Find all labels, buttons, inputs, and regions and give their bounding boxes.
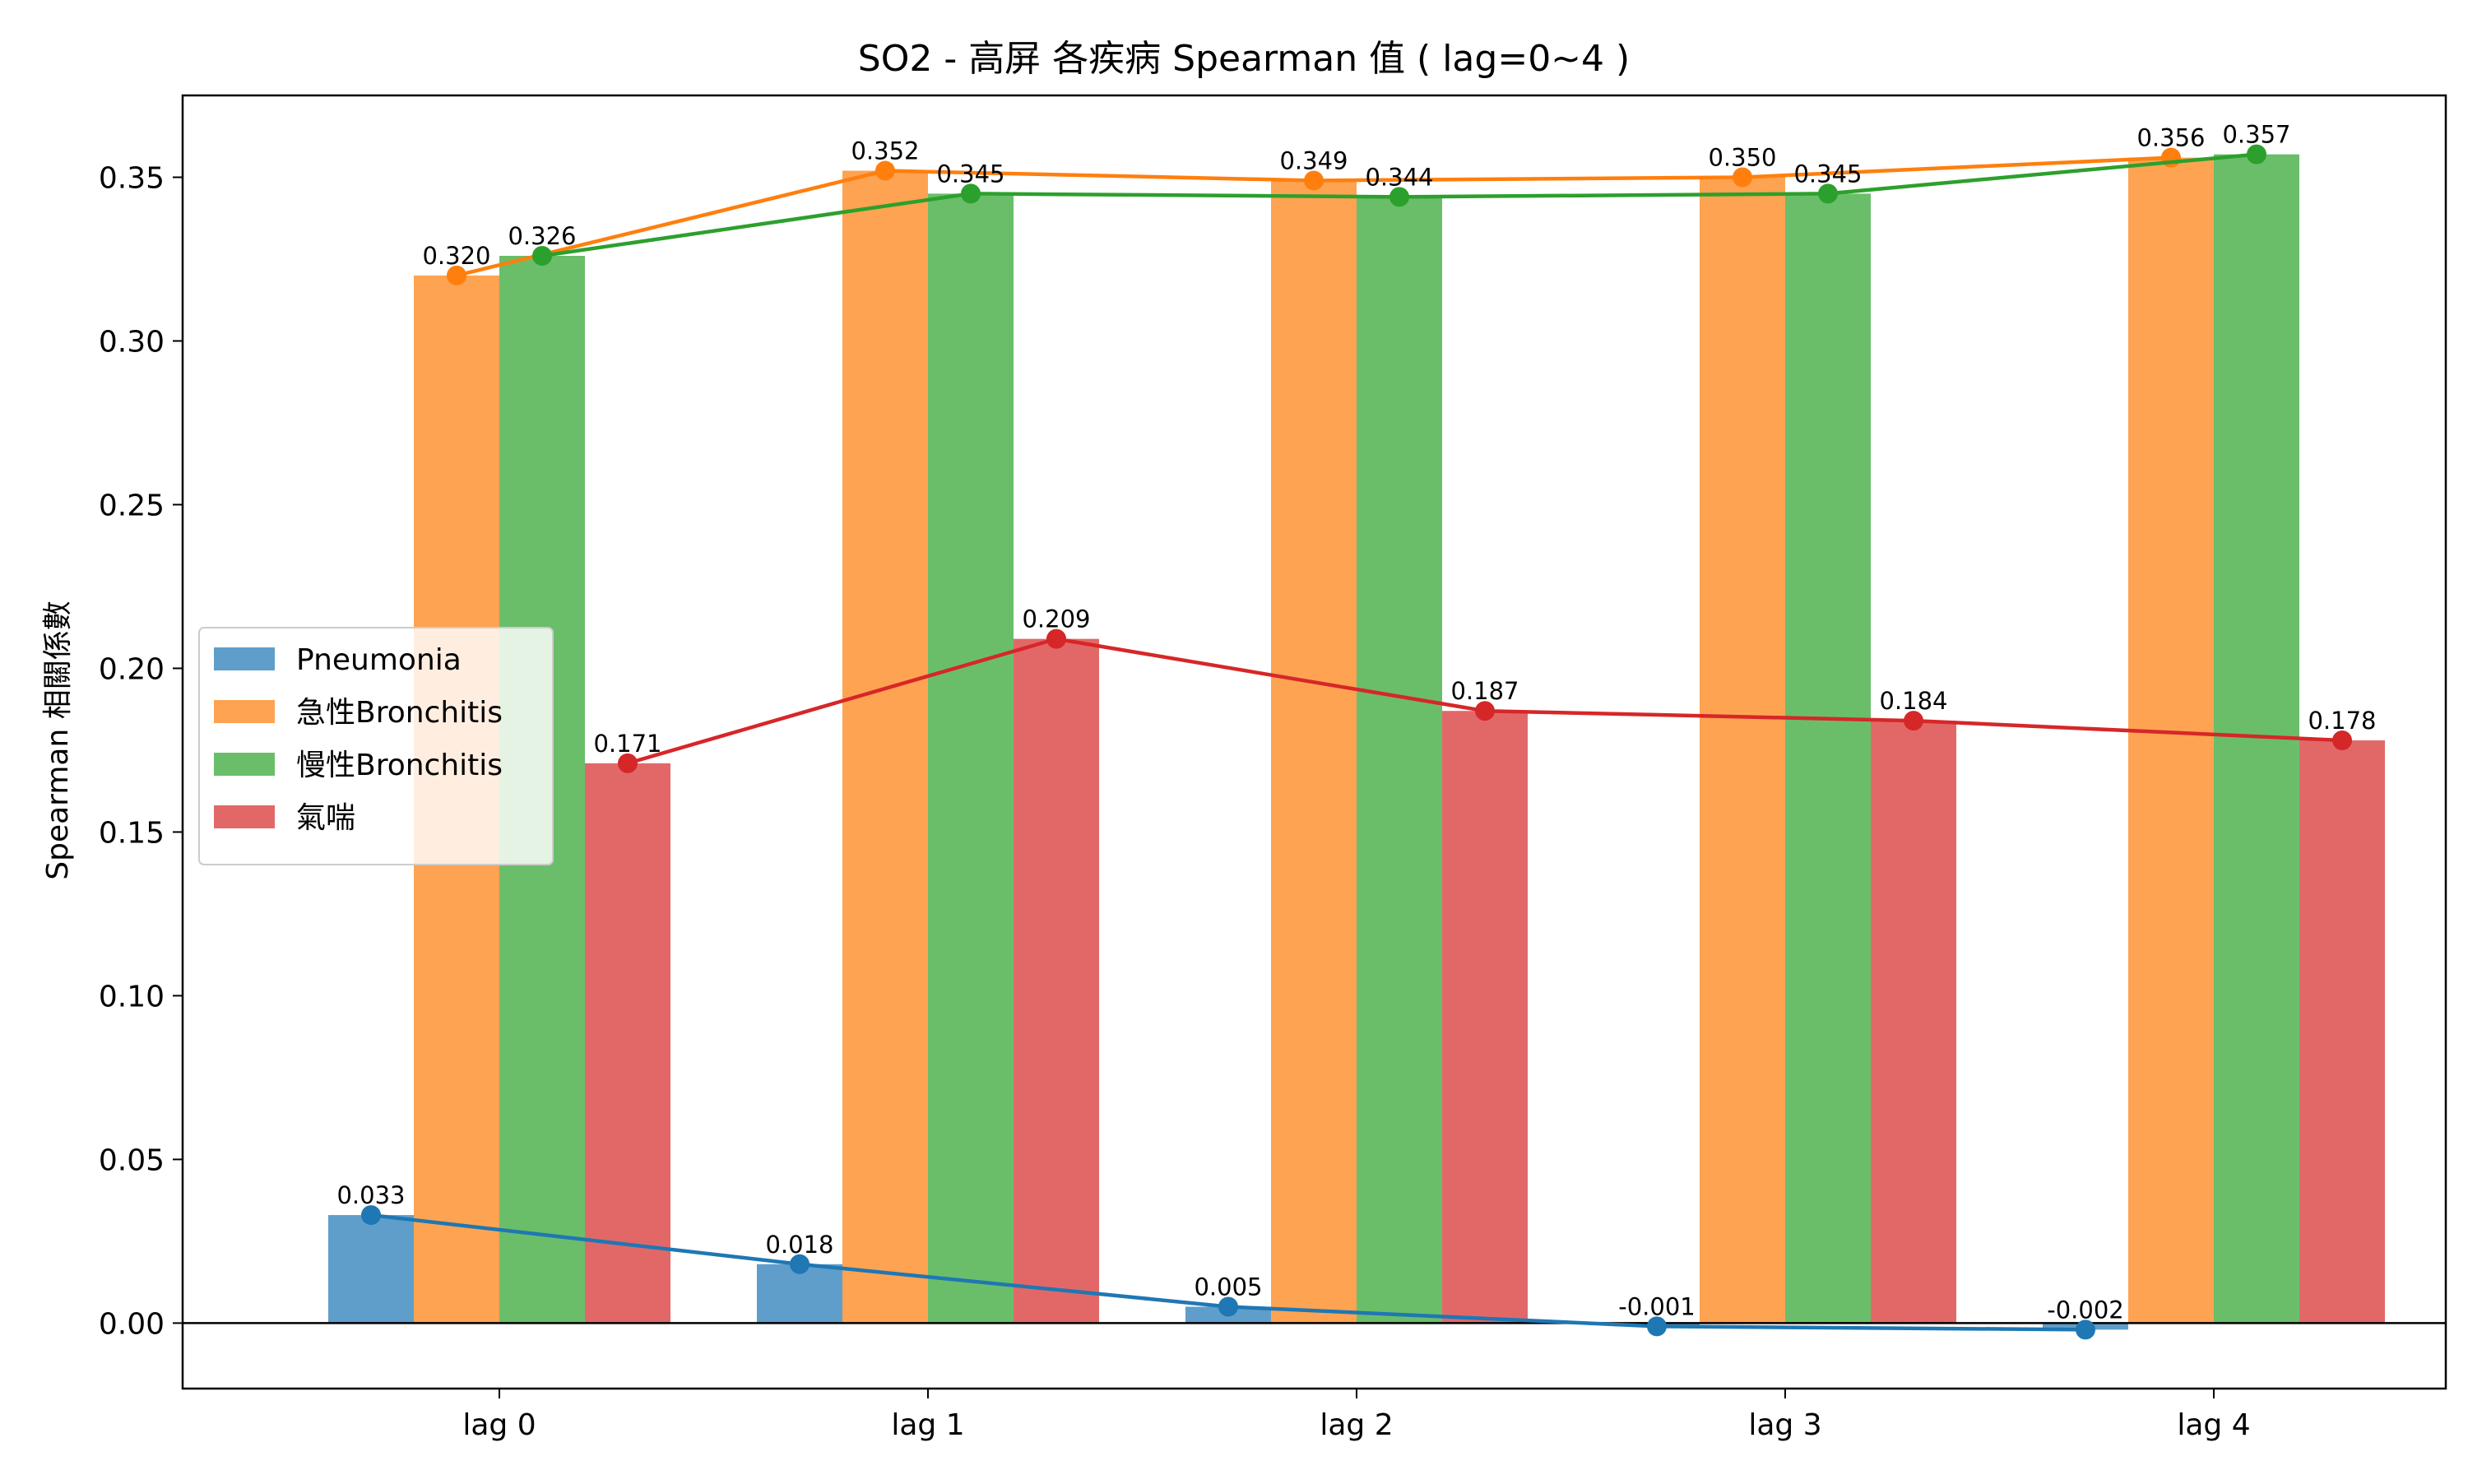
plot-area: 0.033 0.018 0.005 -0.001 -0.002 0.320 0.352 0.3… [99, 94, 2447, 1442]
data-label-series-3-cat-1: 0.209 [1022, 605, 1090, 633]
data-label-series-1-cat-2: 0.349 [1279, 146, 1348, 174]
data-label-series-3-cat-2: 0.187 [1450, 677, 1519, 705]
marker-series-3-cat-3 [1904, 711, 1923, 731]
legend-label-2: 慢性Bronchitis [296, 749, 503, 782]
marker-series-3-cat-0 [618, 753, 638, 773]
bar-series-3-cat-0 [585, 763, 670, 1324]
bar-series-3-cat-1 [1014, 638, 1099, 1324]
bar-series-1-cat-1 [842, 170, 928, 1324]
chart-title: SO2 - 高屏 各疾病 Spearman 值 ( lag=0~4 ) [858, 38, 1630, 80]
data-label-series-3-cat-0: 0.171 [593, 730, 661, 758]
marker-series-0-cat-4 [2076, 1319, 2095, 1340]
marker-series-2-cat-1 [961, 183, 981, 204]
marker-series-2-cat-4 [2247, 144, 2266, 165]
legend-swatch-2 [214, 753, 275, 776]
x-tick-label: lag 4 [2177, 1408, 2250, 1442]
legend-swatch-1 [214, 700, 275, 723]
data-label-series-2-cat-3: 0.345 [1793, 160, 1862, 188]
marker-series-0-cat-2 [1218, 1296, 1238, 1317]
data-label-series-0-cat-1: 0.018 [765, 1231, 833, 1259]
marker-series-3-cat-2 [1475, 701, 1495, 721]
data-label-series-3-cat-4: 0.178 [2308, 707, 2376, 735]
marker-series-3-cat-4 [2332, 730, 2352, 751]
legend-label-3: 氣喘 [296, 801, 355, 835]
x-tick-label: lag 2 [1320, 1408, 1393, 1442]
y-axis-title: Spearman 相關係數 [41, 601, 75, 879]
marker-series-2-cat-3 [1818, 183, 1838, 204]
bar-series-0-cat-0 [328, 1215, 414, 1324]
legend-swatch-0 [214, 647, 275, 670]
data-label-series-1-cat-3: 0.350 [1708, 143, 1776, 171]
bar-series-3-cat-2 [1442, 711, 1528, 1324]
marker-series-3-cat-1 [1046, 628, 1066, 649]
legend-label-1: 急性Bronchitis [296, 696, 503, 730]
x-tick-label: lag 0 [462, 1408, 536, 1442]
bar-series-2-cat-2 [1357, 197, 1442, 1324]
legend-swatch-3 [214, 805, 275, 828]
bar-series-1-cat-3 [1700, 177, 1785, 1324]
marker-series-1-cat-2 [1304, 170, 1324, 191]
data-label-series-3-cat-3: 0.184 [1879, 687, 1947, 715]
data-label-series-1-cat-4: 0.356 [2136, 124, 2205, 152]
y-tick-label: 0.25 [99, 489, 165, 522]
bar-series-1-cat-4 [2128, 157, 2214, 1324]
marker-series-0-cat-0 [361, 1205, 381, 1226]
data-label-series-2-cat-4: 0.357 [2222, 121, 2290, 149]
y-tick-label: 0.20 [99, 652, 165, 686]
legend-label-0: Pneumonia [296, 643, 462, 677]
data-label-series-0-cat-2: 0.005 [1194, 1273, 1262, 1301]
data-label-series-2-cat-0: 0.326 [508, 222, 576, 250]
marker-series-0-cat-1 [790, 1254, 810, 1274]
data-label-series-2-cat-1: 0.345 [936, 160, 1004, 188]
y-tick-label: 0.35 [99, 161, 165, 195]
data-label-series-2-cat-2: 0.344 [1365, 163, 1433, 191]
y-tick-label: 0.15 [99, 816, 165, 850]
data-label-series-0-cat-0: 0.033 [336, 1181, 405, 1209]
data-label-series-0-cat-3: -0.001 [1618, 1292, 1696, 1320]
x-tick-label: lag 1 [891, 1408, 964, 1442]
marker-series-1-cat-1 [875, 160, 895, 181]
legend: Pneumonia 急性Bronchitis 慢性Bronchitis 氣喘 [198, 627, 554, 865]
legend-box [198, 627, 554, 865]
bar-series-1-cat-2 [1271, 180, 1357, 1324]
y-tick-label: 0.10 [99, 980, 165, 1013]
marker-series-1-cat-0 [447, 265, 466, 285]
marker-series-2-cat-2 [1389, 187, 1409, 207]
marker-series-0-cat-3 [1647, 1316, 1667, 1337]
data-label-series-1-cat-0: 0.320 [422, 242, 490, 270]
data-label-series-0-cat-4: -0.002 [2047, 1296, 2124, 1324]
marker-series-1-cat-3 [1733, 167, 1752, 188]
marker-series-2-cat-0 [532, 246, 552, 267]
y-tick-label: 0.30 [99, 325, 165, 359]
y-tick-label: 0.05 [99, 1143, 165, 1177]
y-tick-label: 0.00 [99, 1307, 165, 1341]
bar-series-3-cat-3 [1871, 721, 1956, 1324]
bar-series-3-cat-4 [2299, 740, 2385, 1324]
plot-frame [181, 94, 2447, 1390]
bar-series-2-cat-1 [928, 193, 1014, 1324]
bar-series-2-cat-3 [1785, 193, 1871, 1324]
x-tick-label: lag 3 [1748, 1408, 1821, 1442]
data-label-series-1-cat-1: 0.352 [851, 137, 919, 165]
